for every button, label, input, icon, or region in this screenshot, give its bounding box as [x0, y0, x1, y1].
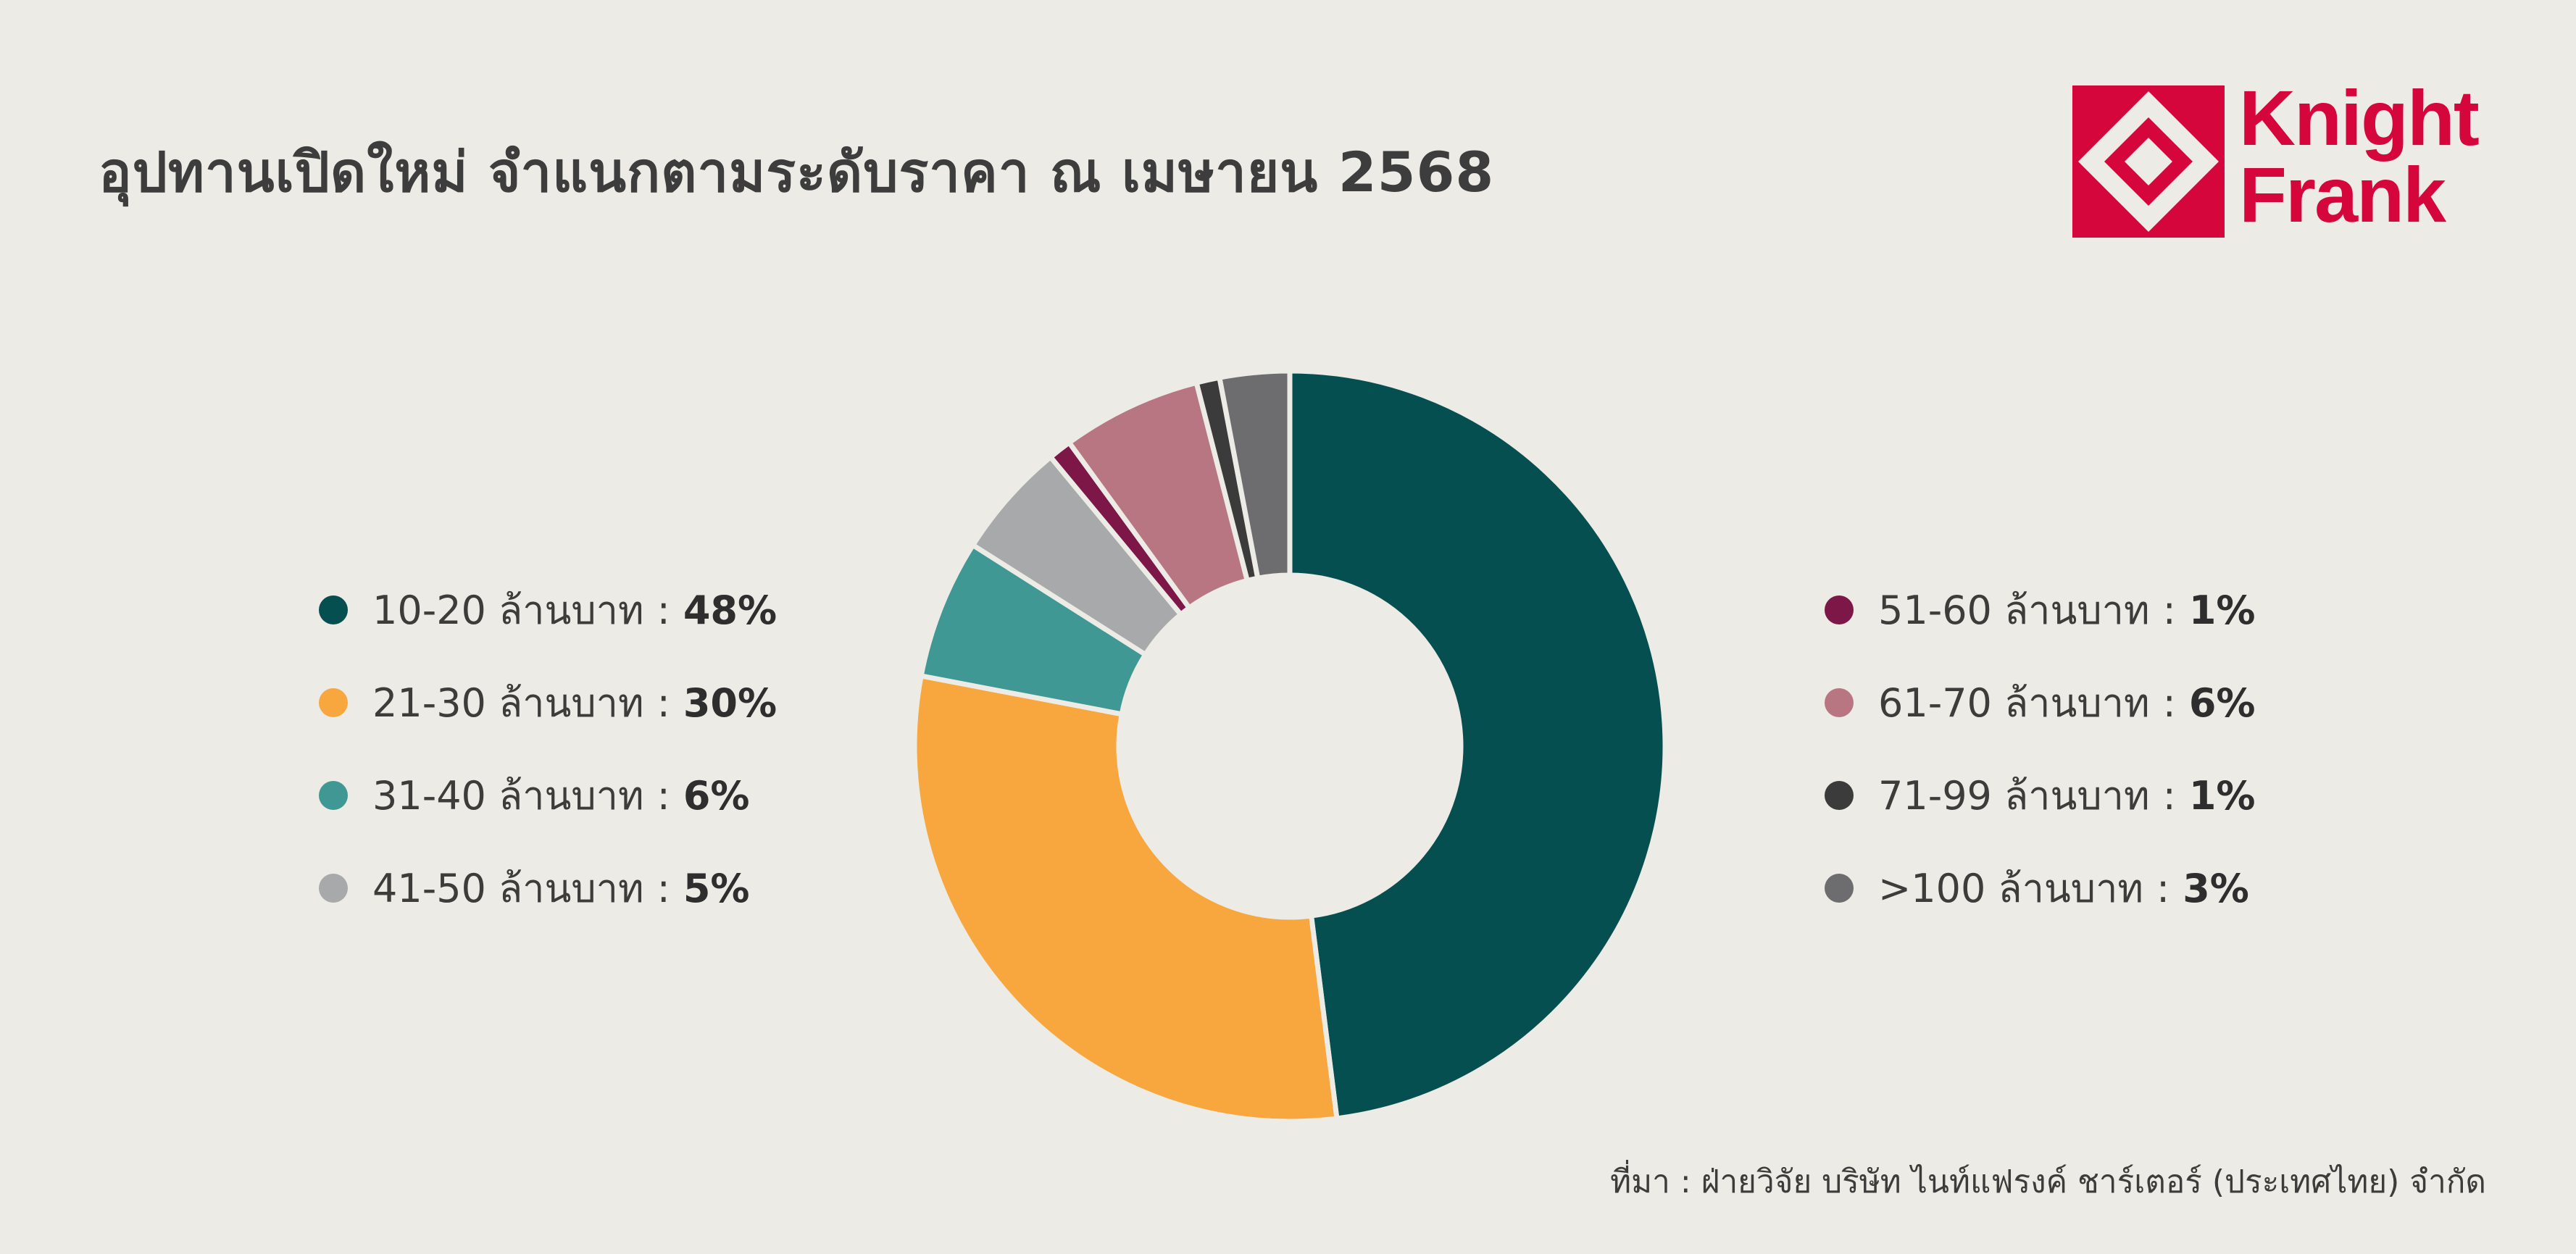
- legend-label: 71-99 ล้านบาท: [1878, 773, 2150, 819]
- legend-separator: :: [656, 772, 670, 819]
- legend-label: 10-20 ล้านบาท: [372, 588, 644, 633]
- legend-item[interactable]: 21-30 ล้านบาท:30%: [319, 656, 777, 749]
- legend-label: 41-50 ล้านบาท: [372, 866, 644, 911]
- legend-item[interactable]: >100 ล้านบาท:3%: [1825, 842, 2256, 935]
- legend-item[interactable]: 31-40 ล้านบาท:6%: [319, 749, 777, 842]
- legend-label: 21-30 ล้านบาท: [372, 680, 644, 726]
- slice-21-30[interactable]: [912, 673, 1340, 1124]
- donut-chart: [912, 368, 1668, 1124]
- legend-label: 61-70 ล้านบาท: [1878, 680, 2150, 726]
- legend-value: 5%: [683, 865, 750, 911]
- logo-mark: [2072, 85, 2225, 238]
- slice-100-plus[interactable]: [1217, 368, 1293, 581]
- slice-10-20[interactable]: [1287, 368, 1668, 1121]
- legend-item[interactable]: 51-60 ล้านบาท:1%: [1825, 564, 2256, 656]
- legend-value: 1%: [2188, 587, 2256, 633]
- legend-dot: [1825, 781, 1854, 810]
- legend-value: 48%: [683, 587, 778, 633]
- legend-separator: :: [656, 587, 670, 633]
- legend-item[interactable]: 41-50 ล้านบาท:5%: [319, 842, 777, 935]
- legend-value: 6%: [2188, 680, 2256, 726]
- legend-value: 1%: [2188, 772, 2256, 819]
- legend-label: 31-40 ล้านบาท: [372, 773, 644, 819]
- legend-left: 10-20 ล้านบาท:48% 21-30 ล้านบาท:30% 31-40 …: [319, 564, 777, 935]
- logo-wordmark: Knight Frank: [2239, 74, 2480, 238]
- legend-right: 51-60 ล้านบาท:1% 61-70 ล้านบาท:6% 71-99 ล้…: [1825, 564, 2256, 935]
- legend-separator: :: [2162, 680, 2176, 726]
- legend-item[interactable]: 10-20 ล้านบาท:48%: [319, 564, 777, 656]
- legend-dot: [319, 595, 348, 624]
- legend-dot: [1825, 595, 1854, 624]
- legend-value: 6%: [683, 772, 750, 819]
- legend-separator: :: [656, 865, 670, 911]
- source-note: ที่มา : ฝ่ายวิจัย บริษัท ไนท์แฟรงค์ ชาร์…: [1610, 1163, 2486, 1200]
- knight-frank-logo[interactable]: Knight Frank: [2072, 79, 2485, 238]
- legend-dot: [319, 781, 348, 810]
- legend-dot: [319, 874, 348, 903]
- legend-value: 30%: [683, 680, 778, 726]
- legend-label: 51-60 ล้านบาท: [1878, 588, 2150, 633]
- legend-item[interactable]: 71-99 ล้านบาท:1%: [1825, 749, 2256, 842]
- legend-dot: [1825, 688, 1854, 717]
- legend-value: 3%: [2183, 865, 2249, 911]
- legend-dot: [1825, 874, 1854, 903]
- legend-label: >100 ล้านบาท: [1878, 866, 2144, 911]
- legend-dot: [319, 688, 348, 717]
- page-title: อุปทานเปิดใหม่ จำแนกตามระดับราคา ณ เมษาย…: [99, 140, 1495, 204]
- legend-separator: :: [656, 680, 670, 726]
- legend-separator: :: [2162, 587, 2176, 633]
- legend-separator: :: [2156, 865, 2170, 911]
- legend-separator: :: [2162, 772, 2176, 819]
- legend-item[interactable]: 61-70 ล้านบาท:6%: [1825, 656, 2256, 749]
